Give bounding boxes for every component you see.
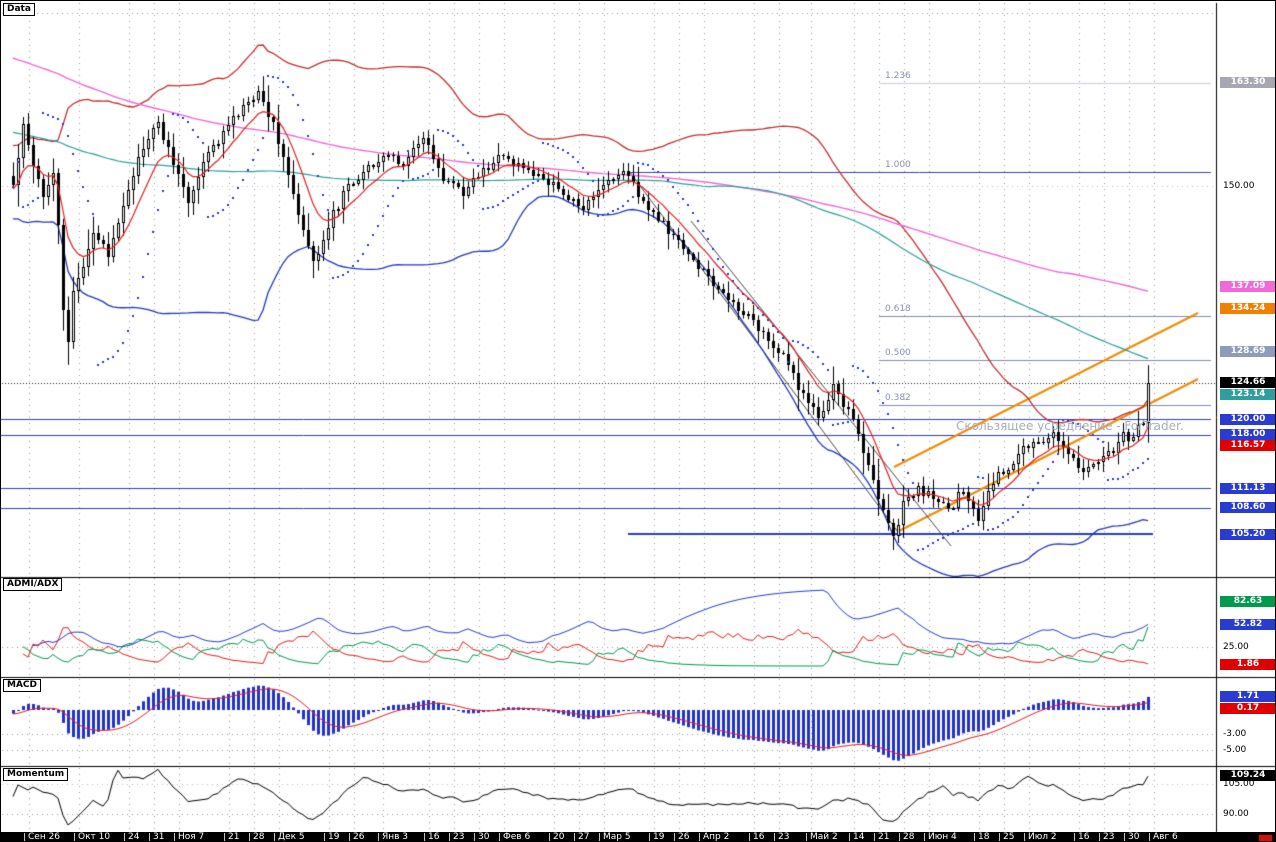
- date-label: Апр 2: [699, 833, 729, 841]
- date-label: Май 2: [806, 833, 838, 841]
- date-label: 23: [449, 833, 464, 841]
- axis-tick-label: 150.00: [1223, 181, 1255, 191]
- axis-value-badge: 163.30: [1220, 77, 1275, 89]
- axis-tick-label: 25.00: [1223, 641, 1249, 652]
- axis-value-badge: 128.69: [1220, 346, 1275, 358]
- date-label: 21: [874, 833, 889, 841]
- date-label: 30: [1124, 833, 1139, 841]
- axis-value-badge: 52.82: [1220, 619, 1275, 631]
- date-label: 18: [974, 833, 989, 841]
- date-label: 26: [349, 833, 364, 841]
- date-label: Мар 5: [599, 833, 631, 841]
- date-label: 28: [249, 833, 264, 841]
- fib-level-label: 0.618: [885, 303, 911, 314]
- panel-title-macd: MACD: [3, 679, 41, 692]
- date-label: Дек 5: [274, 833, 305, 841]
- date-label: 26: [674, 833, 689, 841]
- axis-value-badge: 105.20: [1220, 528, 1275, 540]
- date-label: 21: [224, 833, 239, 841]
- fib-level-label: 0.382: [885, 393, 911, 403]
- axis-value-badge: 109.24: [1220, 770, 1275, 781]
- fortrader-logo-icon: [1258, 834, 1273, 841]
- date-label: 24: [124, 833, 139, 841]
- fib-level-label: 0.500: [885, 348, 911, 359]
- panel-title-adx: ADMI/ADX: [3, 578, 63, 591]
- date-label: 30: [474, 833, 489, 841]
- date-label: Июл 2: [1024, 833, 1057, 841]
- axis-tick-label: 90.00: [1223, 809, 1249, 819]
- date-label: 23: [1099, 833, 1114, 841]
- date-label: 23: [774, 833, 789, 841]
- date-label: Янв 3: [378, 833, 408, 841]
- date-label: 16: [749, 833, 764, 841]
- date-label: Фев 6: [499, 833, 530, 841]
- date-label: 20: [549, 833, 564, 841]
- date-label: 19: [649, 833, 664, 841]
- date-label: 25: [999, 833, 1014, 841]
- fib-level-label: 1.236: [885, 70, 911, 81]
- axis-value-badge: 1.71: [1220, 690, 1275, 702]
- axis-value-badge: 137.09: [1220, 280, 1275, 292]
- date-label: Июн 4: [924, 833, 957, 841]
- fib-level-label: 1.000: [885, 159, 911, 170]
- date-label: Сен 26: [24, 833, 60, 841]
- axis-value-badge: 116.57: [1220, 440, 1275, 452]
- date-label: 16: [424, 833, 439, 841]
- axis-value-badge: 118.00: [1220, 429, 1275, 441]
- axis-value-badge: 1.86: [1220, 659, 1275, 670]
- panel-title-momentum: Momentum: [3, 768, 69, 781]
- date-label: Авг 6: [1149, 833, 1178, 841]
- axis-value-badge: 82.63: [1220, 596, 1275, 607]
- axis-value-badge: 120.00: [1220, 413, 1275, 425]
- watermark: Скользящее усреднение - ForTrader.: [956, 419, 1184, 433]
- date-label: 28: [899, 833, 914, 841]
- axis-value-badge: 0.17: [1220, 703, 1275, 715]
- date-label: 16: [1074, 833, 1089, 841]
- axis-value-badge: 134.24: [1220, 303, 1275, 314]
- axis-value-badge: 123.14: [1220, 389, 1275, 401]
- axis-value-badge: 124.66: [1220, 377, 1275, 389]
- date-axis: Сен 26 Окт 10 24 31 Ноя 7 21 28 Дек 5 19 26 Янв 3 1…: [1, 832, 1275, 841]
- axis-tick-label: -5.00: [1223, 745, 1247, 755]
- date-label: Окт 10: [74, 833, 110, 841]
- date-label: 27: [574, 833, 589, 841]
- axis-tick-label: 105.00: [1223, 779, 1255, 789]
- panel-title-data: Data: [3, 3, 35, 16]
- date-label: Ноя 7: [174, 833, 204, 841]
- axis-value-badge: 111.13: [1220, 482, 1275, 494]
- axis-tick-label: -3.00: [1223, 729, 1247, 739]
- axis-value-badge: 108.60: [1220, 502, 1275, 514]
- date-label: 31: [149, 833, 164, 841]
- date-label: 19: [324, 833, 339, 841]
- date-label: 14: [849, 833, 864, 841]
